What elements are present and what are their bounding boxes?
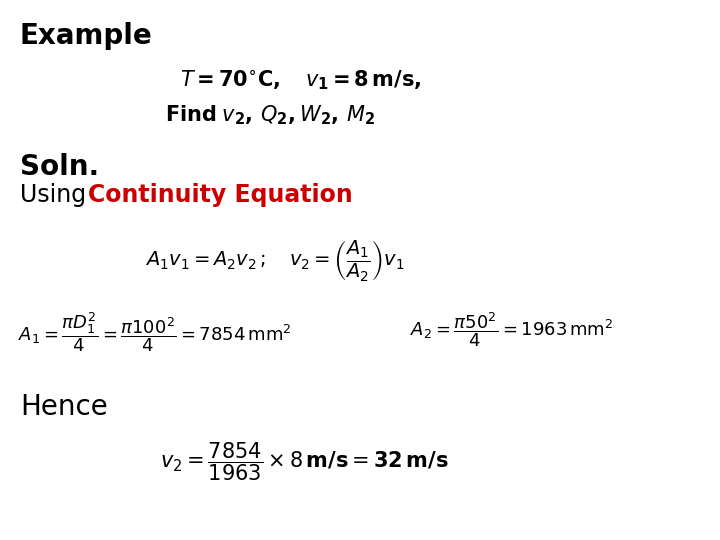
Text: Example: Example — [20, 22, 153, 50]
Text: Continuity Equation: Continuity Equation — [88, 183, 353, 207]
Text: $\mathit{A_2} = \dfrac{\mathit{\pi}50^2}{4} = 1963\,\mathrm{mm}^2$: $\mathit{A_2} = \dfrac{\mathit{\pi}50^2}… — [410, 310, 613, 349]
Text: $\mathbf{Find}\;\mathbf{\mathit{v}_2,\,\mathit{Q}_2,\mathit{W}_2,\,\mathit{M}_2}: $\mathbf{Find}\;\mathbf{\mathit{v}_2,\,\… — [165, 103, 375, 126]
Text: $\mathbf{\mathit{T}}\mathbf{= 70^{\circ}C,}\quad \mathbf{\mathit{v}_1 = 8\,m/s,}: $\mathbf{\mathit{T}}\mathbf{= 70^{\circ}… — [180, 68, 421, 92]
Text: $\mathit{A_1 v_1 = A_2 v_2}\,;\quad \mathit{v_2} = \left(\dfrac{\mathit{A_1}}{\m: $\mathit{A_1 v_1 = A_2 v_2}\,;\quad \mat… — [145, 238, 405, 283]
Text: $\mathit{v_2} = \dfrac{7854}{1963}\times 8\,\mathbf{m/s} = \mathbf{32\,m/s}$: $\mathit{v_2} = \dfrac{7854}{1963}\times… — [160, 440, 449, 483]
Text: Soln.: Soln. — [20, 153, 99, 181]
Text: $\mathit{A_1} = \dfrac{\mathit{\pi D_1^2}}{4} = \dfrac{\mathit{\pi}100^2}{4} = 7: $\mathit{A_1} = \dfrac{\mathit{\pi D_1^2… — [18, 310, 292, 354]
Text: Hence: Hence — [20, 393, 108, 421]
Text: Using: Using — [20, 183, 94, 207]
